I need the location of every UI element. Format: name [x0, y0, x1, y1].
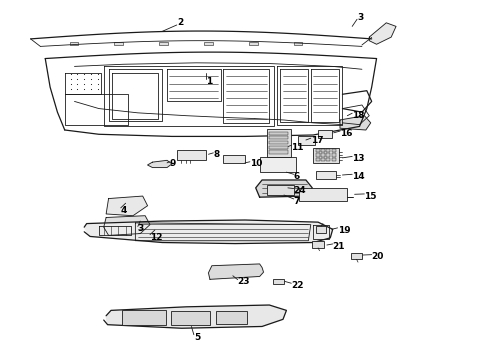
- Bar: [332, 153, 336, 157]
- Polygon shape: [104, 216, 150, 235]
- Bar: [312, 242, 324, 248]
- Bar: [260, 157, 296, 172]
- Text: 12: 12: [150, 233, 163, 242]
- Bar: [321, 158, 325, 161]
- Polygon shape: [340, 116, 371, 130]
- Bar: [267, 185, 294, 195]
- Text: 3: 3: [357, 13, 363, 22]
- Text: 1: 1: [206, 77, 212, 86]
- Text: 24: 24: [294, 186, 306, 195]
- Bar: [316, 153, 319, 157]
- Text: 20: 20: [372, 252, 384, 261]
- Bar: [270, 150, 288, 154]
- Bar: [204, 42, 213, 45]
- Text: 21: 21: [333, 242, 345, 251]
- Bar: [70, 42, 78, 45]
- Bar: [326, 158, 330, 161]
- Bar: [316, 226, 326, 233]
- Text: 13: 13: [352, 154, 365, 163]
- Bar: [249, 42, 258, 45]
- Bar: [171, 311, 210, 325]
- Bar: [316, 158, 319, 161]
- Text: 14: 14: [352, 172, 365, 181]
- Bar: [297, 136, 315, 145]
- Bar: [270, 146, 288, 149]
- Text: 15: 15: [365, 192, 377, 201]
- Bar: [351, 253, 362, 259]
- Polygon shape: [84, 220, 333, 244]
- Bar: [270, 132, 288, 135]
- Polygon shape: [147, 160, 172, 167]
- Text: 7: 7: [294, 197, 300, 206]
- Bar: [321, 153, 325, 157]
- Bar: [159, 42, 168, 45]
- Bar: [270, 141, 288, 144]
- Bar: [267, 129, 291, 157]
- Text: 8: 8: [213, 150, 220, 159]
- Text: 6: 6: [294, 172, 300, 181]
- Bar: [223, 155, 245, 163]
- Bar: [294, 42, 302, 45]
- Text: 22: 22: [291, 281, 304, 290]
- Polygon shape: [256, 180, 312, 197]
- Bar: [270, 136, 288, 139]
- Text: 10: 10: [250, 159, 262, 168]
- Text: 23: 23: [238, 277, 250, 286]
- Bar: [216, 311, 247, 324]
- Polygon shape: [106, 196, 147, 216]
- Text: 4: 4: [121, 206, 127, 215]
- Bar: [332, 158, 336, 161]
- Bar: [122, 310, 166, 325]
- Text: 5: 5: [194, 333, 200, 342]
- Bar: [326, 153, 330, 157]
- Text: 2: 2: [177, 18, 183, 27]
- Bar: [273, 279, 284, 284]
- Bar: [318, 130, 332, 138]
- Bar: [316, 149, 319, 152]
- Text: 18: 18: [352, 111, 365, 120]
- Bar: [316, 171, 336, 179]
- Text: 9: 9: [170, 159, 176, 168]
- Text: 19: 19: [338, 225, 350, 234]
- Polygon shape: [208, 264, 264, 279]
- Bar: [115, 42, 123, 45]
- Bar: [326, 149, 330, 152]
- Text: 3: 3: [138, 224, 144, 233]
- Bar: [177, 150, 206, 160]
- Text: 11: 11: [291, 143, 304, 152]
- Text: 17: 17: [311, 136, 323, 145]
- Bar: [298, 188, 347, 202]
- Bar: [332, 149, 336, 152]
- Text: 16: 16: [340, 129, 352, 138]
- Bar: [321, 149, 325, 152]
- Bar: [313, 148, 339, 163]
- Polygon shape: [106, 305, 287, 328]
- Polygon shape: [369, 23, 396, 44]
